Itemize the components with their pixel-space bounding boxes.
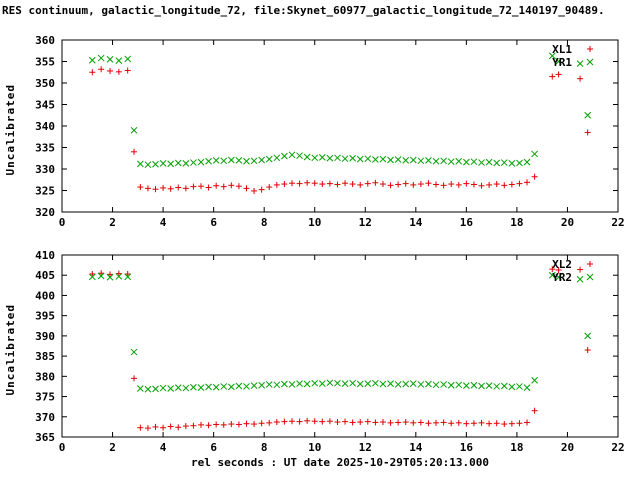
x-tick-label: 0	[59, 441, 66, 454]
x-tick-label: 20	[561, 216, 574, 229]
y-tick-label: 385	[35, 350, 55, 363]
y-tick-label: 395	[35, 310, 55, 323]
panel-1: 0 2 4 6 8 10 12 14 16 18 20 22 320 325 330 335 340 345 350…	[35, 34, 625, 229]
legend-marker-XL2	[587, 261, 593, 267]
y-tick-label: 370	[35, 411, 55, 424]
y-tick-label: 365	[35, 431, 55, 444]
y-tick-label: 360	[35, 34, 55, 47]
x-tick-label: 16	[460, 216, 474, 229]
x-tick-label: 8	[261, 216, 268, 229]
legend-label-XL1: XL1	[552, 43, 572, 56]
y-tick-label: 390	[35, 330, 55, 343]
y-tick-label: 400	[35, 289, 55, 302]
y-tick-label: 410	[35, 249, 55, 262]
series-XL1	[89, 66, 591, 194]
x-tick-label: 18	[510, 216, 523, 229]
y-tick-label: 375	[35, 391, 55, 404]
legend-label-YR2: YR2	[552, 271, 572, 284]
y-tick-label: 335	[35, 142, 55, 155]
y-tick-label: 350	[35, 77, 55, 90]
series-YR1	[88, 52, 592, 169]
series-XL2	[89, 266, 591, 432]
x-tick-label: 8	[261, 441, 268, 454]
x-axis-label: rel seconds : UT date 2025-10-29T05:20:1…	[190, 456, 489, 469]
legend-marker-YR1	[586, 58, 594, 66]
y-tick-label: 325	[35, 185, 55, 198]
x-tick-label: 0	[59, 216, 66, 229]
y-tick-label: 320	[35, 206, 55, 219]
x-tick-label: 12	[359, 441, 372, 454]
series-YR2	[88, 271, 592, 393]
y-tick-label: 380	[35, 370, 55, 383]
legend-label-YR1: YR1	[552, 56, 572, 69]
legend-marker-XL1	[587, 46, 593, 52]
x-tick-label: 20	[561, 441, 574, 454]
legend-marker-YR2	[586, 273, 594, 281]
y-tick-label: 355	[35, 56, 55, 69]
chart-title: RES continuum, galactic_longitude_72, fi…	[2, 4, 605, 17]
x-tick-label: 14	[409, 216, 423, 229]
x-tick-label: 10	[308, 216, 321, 229]
y-tick-label: 340	[35, 120, 55, 133]
x-tick-label: 16	[460, 441, 474, 454]
x-tick-label: 22	[611, 441, 624, 454]
x-tick-label: 18	[510, 441, 523, 454]
x-tick-label: 4	[160, 441, 167, 454]
y-tick-label: 345	[35, 99, 55, 112]
x-tick-label: 6	[210, 216, 217, 229]
x-tick-label: 12	[359, 216, 372, 229]
x-tick-label: 2	[109, 441, 116, 454]
x-tick-label: 4	[160, 216, 167, 229]
x-tick-label: 22	[611, 216, 624, 229]
plot-border	[61, 254, 619, 438]
panel-2: 0 2 4 6 8 10 12 14 16 18 20 22 365 370 375 380 385 390 395…	[35, 249, 625, 454]
y-tick-label: 405	[35, 269, 55, 282]
x-tick-label: 2	[109, 216, 116, 229]
x-tick-label: 10	[308, 441, 321, 454]
legend-label-XL2: XL2	[552, 258, 572, 271]
x-tick-label: 6	[210, 441, 217, 454]
x-tick-label: 14	[409, 441, 423, 454]
y-tick-label: 330	[35, 163, 55, 176]
plot-border	[61, 39, 619, 213]
